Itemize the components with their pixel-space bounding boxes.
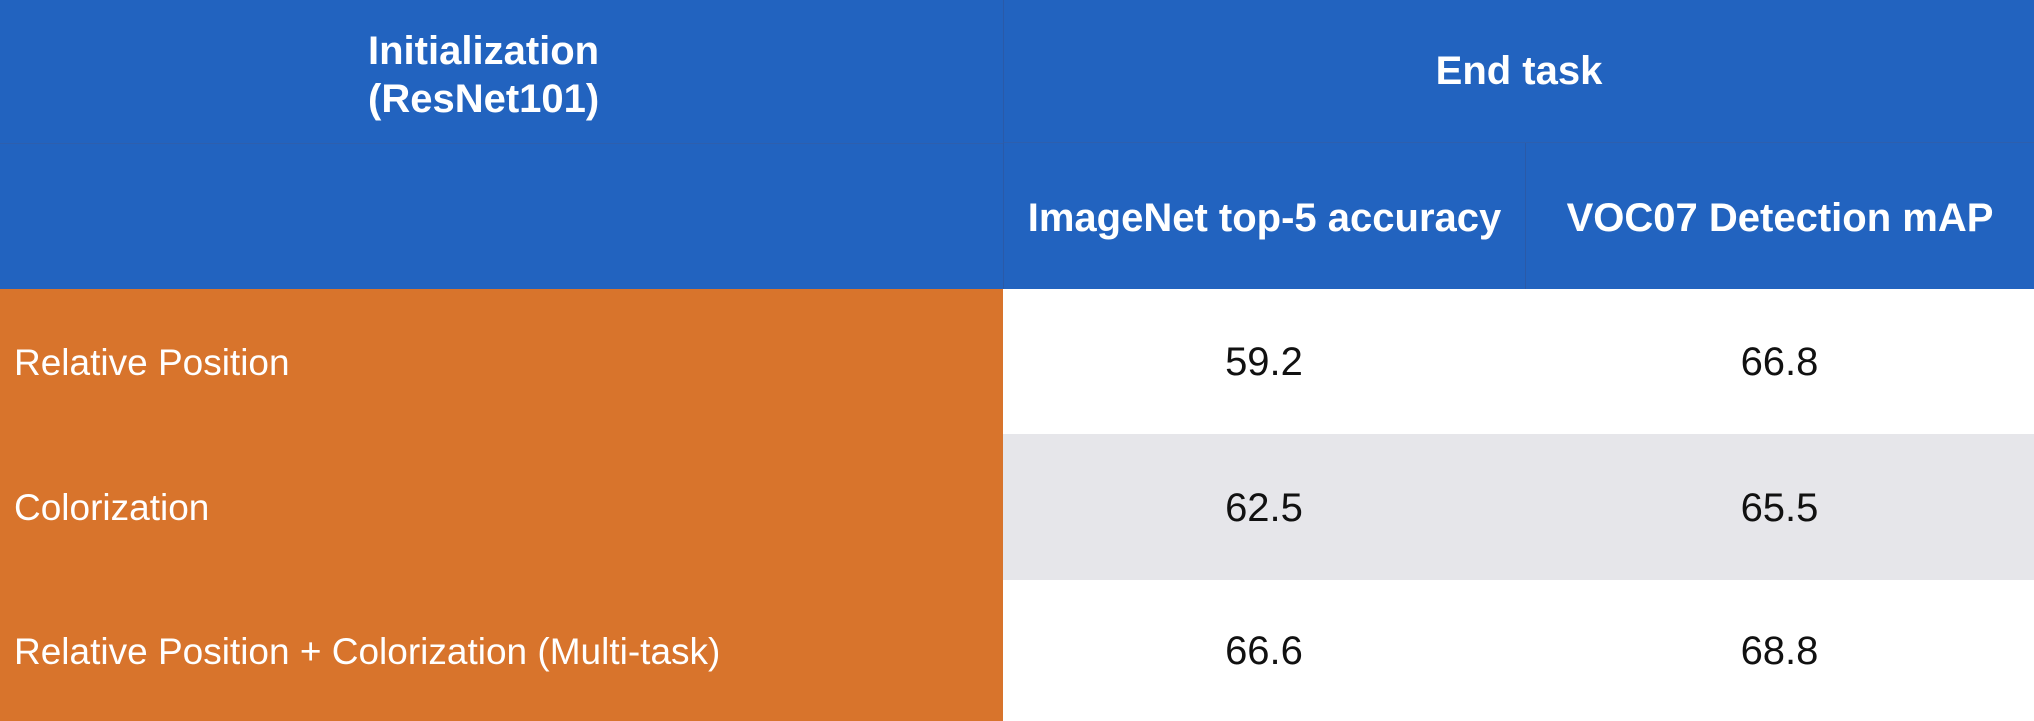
row-label-text: Relative Position	[14, 341, 290, 383]
header-initialization-line1: Initialization	[368, 28, 600, 73]
header-initialization: Initialization (ResNet101)	[0, 0, 1003, 143]
header-column-voc07: VOC07 Detection mAP	[1525, 143, 2034, 289]
header-column-imagenet: ImageNet top-5 accuracy	[1003, 143, 1525, 289]
cell-multi-task-voc07: 68.8	[1525, 580, 2034, 721]
cell-value: 62.5	[1225, 485, 1303, 530]
row-label-colorization: Colorization	[0, 434, 1003, 580]
header-end-task: End task	[1003, 0, 2034, 143]
cell-relative-position-imagenet: 59.2	[1003, 289, 1525, 434]
row-label-text: Colorization	[14, 487, 210, 528]
header-initialization-blank	[0, 143, 1003, 289]
cell-value: 68.8	[1740, 629, 1819, 673]
row-label-relative-position: Relative Position	[0, 289, 1003, 434]
header-initialization-line2: (ResNet101)	[368, 76, 600, 121]
row-label-text: Relative Position + Colorization (Multi-…	[14, 630, 721, 672]
cell-value: 65.5	[1740, 485, 1819, 530]
header-end-task-label: End task	[1435, 49, 1603, 93]
cell-relative-position-voc07: 66.8	[1525, 289, 2034, 434]
cell-colorization-imagenet: 62.5	[1003, 434, 1525, 580]
cell-multi-task-imagenet: 66.6	[1003, 580, 1525, 721]
cell-value: 66.6	[1225, 629, 1303, 673]
header-column-voc07-label: VOC07 Detection mAP	[1566, 196, 1994, 240]
cell-value: 59.2	[1225, 340, 1303, 384]
row-label-multi-task: Relative Position + Colorization (Multi-…	[0, 580, 1003, 721]
cell-value: 66.8	[1740, 340, 1819, 384]
cell-colorization-voc07: 65.5	[1525, 434, 2034, 580]
header-column-imagenet-label: ImageNet top-5 accuracy	[1027, 196, 1502, 240]
